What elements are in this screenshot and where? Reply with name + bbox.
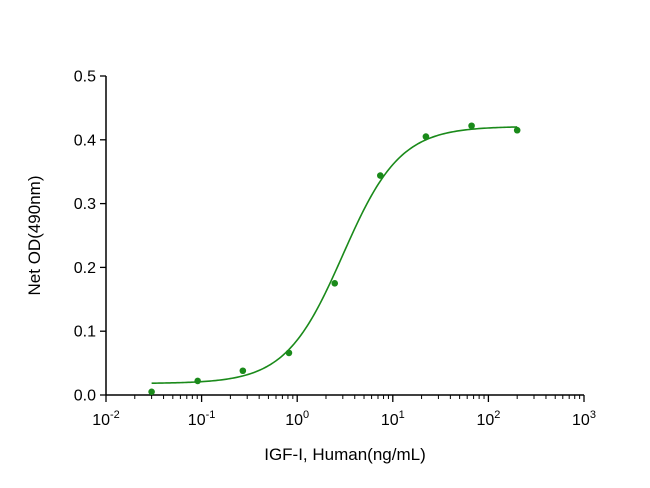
x-tick-label: 10-2 xyxy=(92,409,120,429)
x-tick-label: 10-1 xyxy=(188,409,216,429)
data-point xyxy=(148,388,155,396)
y-tick-label: 0.3 xyxy=(74,196,96,213)
plot-area xyxy=(148,122,521,396)
data-point xyxy=(513,126,521,134)
data-point xyxy=(422,133,430,140)
x-tick-label: 100 xyxy=(285,409,309,429)
data-point xyxy=(376,172,384,179)
data-points xyxy=(148,122,521,396)
y-tick-label: 0.1 xyxy=(74,324,96,341)
y-axis-title: Net OD(490nm) xyxy=(25,176,44,296)
fit-curve xyxy=(151,126,518,384)
data-point xyxy=(468,122,475,130)
x-tick-label: 102 xyxy=(476,409,500,429)
y-ticks: 0.0 0.1 0.2 0.3 0.4 0.5 xyxy=(74,69,106,405)
x-tick-label: 103 xyxy=(572,409,596,429)
axes xyxy=(105,76,584,396)
y-tick-label: 0.5 xyxy=(74,69,96,86)
x-tick-label: 101 xyxy=(381,409,405,429)
data-point xyxy=(239,367,247,375)
y-tick-label: 0.2 xyxy=(74,260,96,277)
y-tick-label: 0.0 xyxy=(74,388,96,405)
data-point xyxy=(194,377,201,385)
x-axis-title: IGF-I, Human(ng/mL) xyxy=(264,445,426,464)
data-point xyxy=(285,349,293,357)
y-tick-label: 0.4 xyxy=(74,132,96,149)
data-point xyxy=(331,280,339,287)
x-ticks: 10-2 10-1 100 101 102 103 xyxy=(92,395,596,429)
